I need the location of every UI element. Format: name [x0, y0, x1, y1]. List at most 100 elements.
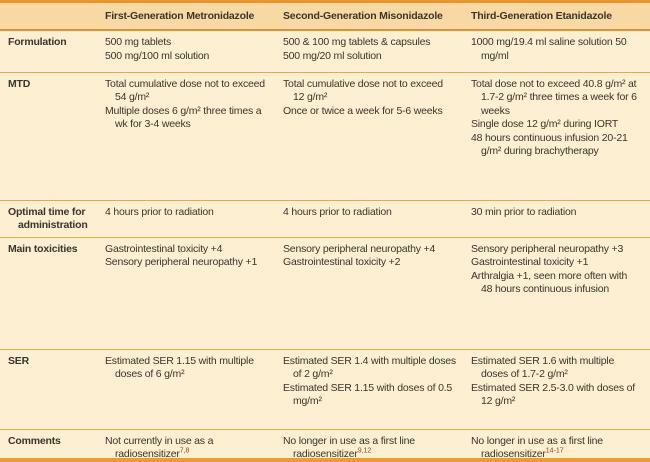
row-label-text: Formulation	[8, 36, 67, 48]
row-label-cell: SER	[0, 349, 102, 430]
cell-text-item: Once or twice a week for 5-6 weeks	[283, 105, 456, 119]
header-third-generation-etanidazole: Third-Generation Etanidazole	[468, 3, 650, 31]
data-cell: 30 min prior to radiation	[468, 200, 650, 238]
cell-text-item: 4 hours prior to radiation	[105, 206, 268, 220]
cell-text: 1000 mg/19.4 ml saline solution 50 mg/ml	[471, 36, 627, 62]
cell-text-item: 30 min prior to radiation	[471, 206, 638, 220]
cell-text: 500 mg/100 ml solution	[105, 49, 210, 62]
row-label-cell: MTD	[0, 72, 102, 201]
data-cell: 500 & 100 mg tablets & capsules 500 mg/20…	[280, 30, 468, 73]
cell-text: Total cumulative dose not to exceed 12 g…	[283, 77, 443, 104]
cell-text-item: Multiple doses 6 g/m² three times a wk f…	[105, 105, 268, 132]
cell-text: Total cumulative dose not to exceed 54 g…	[105, 77, 265, 104]
cell-text-item: Estimated SER 1.4 with multiple doses of…	[283, 355, 456, 382]
cell-text: Sensory peripheral neuropathy +3	[471, 242, 624, 255]
data-cell: 500 mg tablets 500 mg/100 ml solution	[102, 30, 280, 73]
cell-text: 30 min prior to radiation	[471, 205, 577, 218]
cell-text-item: 1000 mg/19.4 ml saline solution 50 mg/ml	[471, 36, 638, 63]
row-label-text: Comments	[8, 434, 61, 447]
table-row: Main toxicities Gastrointestinal toxicity…	[0, 237, 650, 350]
cell-text: Gastrointestinal toxicity +1	[471, 256, 589, 268]
cell-text-item: 500 mg/100 ml solution	[105, 50, 268, 64]
cell-text-item: Single dose 12 g/m² during IORT	[471, 118, 638, 132]
cell-text-item: Estimated SER 1.6 with multiple doses of…	[471, 355, 638, 382]
citation-superscript: 14-17	[545, 447, 564, 455]
table-row: Optimal time for administration 4 hours p…	[0, 200, 650, 238]
header-empty-cell	[0, 3, 102, 31]
cell-text-item: Sensory peripheral neuropathy +1	[105, 256, 268, 270]
data-cell: 1000 mg/19.4 ml saline solution 50 mg/ml	[468, 30, 650, 73]
data-cell: Estimated SER 1.15 with multiple doses o…	[102, 349, 280, 430]
cell-text: 500 mg tablets	[105, 36, 172, 48]
data-cell: Sensory peripheral neuropathy +3 Gastroin…	[468, 237, 650, 350]
table-row: Comments Not currently in use as a radios…	[0, 429, 650, 460]
row-label-text: Optimal time for administration	[8, 205, 88, 232]
data-cell: Total cumulative dose not to exceed 12 g…	[280, 72, 468, 201]
data-cell: 4 hours prior to radiation	[280, 200, 468, 238]
cell-text: Estimated SER 1.6 with multiple doses of…	[471, 354, 615, 381]
row-label-text: MTD	[8, 77, 31, 90]
cell-text: No longer in use as a first line radiose…	[471, 434, 603, 460]
cell-text-item: Estimated SER 2.5-3.0 with doses of 12 g…	[471, 382, 638, 409]
table-row: SER Estimated SER 1.15 with multiple dose…	[0, 349, 650, 430]
cell-text-item: 500 mg/20 ml solution	[283, 50, 456, 64]
cell-text-item: 48 hours continuous infusion 20-21 g/m² …	[471, 132, 638, 159]
cell-text: 4 hours prior to radiation	[283, 205, 392, 218]
cell-text: Multiple doses 6 g/m² three times a wk f…	[105, 104, 262, 131]
cell-text-item: Total cumulative dose not to exceed 12 g…	[283, 78, 456, 105]
data-cell: Sensory peripheral neuropathy +4 Gastroin…	[280, 237, 468, 350]
cell-text-item: Arthralgia +1, seen more often with 48 h…	[471, 270, 638, 297]
cell-text: 48 hours continuous infusion 20-21 g/m² …	[471, 131, 628, 158]
citation-superscript: 9,12	[357, 447, 372, 455]
cell-text-item: Total dose not to exceed 40.8 g/m² at 1.…	[471, 78, 638, 119]
row-label-cell: Formulation	[0, 30, 102, 73]
data-cell: Estimated SER 1.4 with multiple doses of…	[280, 349, 468, 430]
cell-text-item: Sensory peripheral neuropathy +3	[471, 243, 638, 257]
data-cell: Estimated SER 1.6 with multiple doses of…	[468, 349, 650, 430]
cell-text: 500 & 100 mg tablets & capsules	[283, 36, 431, 48]
data-cell: 4 hours prior to radiation	[102, 200, 280, 238]
cell-text-item: No longer in use as a first line radiose…	[283, 434, 456, 460]
row-label-text: Main toxicities	[8, 242, 78, 255]
data-cell: Gastrointestinal toxicity +4 Sensory peri…	[102, 237, 280, 350]
table-row: MTD Total cumulative dose not to exceed 5…	[0, 72, 650, 201]
cell-text: No longer in use as a first line radiose…	[283, 434, 415, 460]
cell-text: Sensory peripheral neuropathy +4	[283, 242, 436, 255]
cell-text: Not currently in use as a radiosensitize…	[105, 434, 214, 460]
cell-text-item: 4 hours prior to radiation	[283, 206, 456, 220]
header-second-generation-misonidazole: Second-Generation Misonidazole	[280, 3, 468, 31]
cell-text: Estimated SER 1.15 with multiple doses o…	[105, 354, 254, 381]
row-label-cell: Comments	[0, 429, 102, 458]
citation-superscript: 7,8	[179, 447, 190, 455]
cell-text: Total dose not to exceed 40.8 g/m² at 1.…	[471, 77, 637, 117]
cell-text: Sensory peripheral neuropathy +1	[105, 256, 258, 268]
cell-text: 500 mg/20 ml solution	[283, 49, 382, 62]
cell-text: Estimated SER 1.4 with multiple doses of…	[283, 354, 456, 381]
header-first-generation-metronidazole: First-Generation Metronidazole	[102, 3, 280, 31]
data-cell: No longer in use as a first line radiose…	[280, 429, 468, 460]
cell-text: Estimated SER 2.5-3.0 with doses of 12 g…	[471, 381, 635, 408]
cell-text: Estimated SER 1.15 with doses of 0.5 mg/…	[283, 381, 453, 408]
cell-text-item: 500 & 100 mg tablets & capsules	[283, 36, 456, 50]
cell-text-item: No longer in use as a first line radiose…	[471, 434, 638, 460]
cell-text: Once or twice a week for 5-6 weeks	[283, 104, 443, 117]
row-label-cell: Optimal time for administration	[0, 200, 102, 238]
radiosensitizer-comparison-table: First-Generation Metronidazole Second-Ge…	[0, 3, 650, 460]
cell-text-item: Sensory peripheral neuropathy +4	[283, 243, 456, 257]
row-label-cell: Main toxicities	[0, 237, 102, 350]
cell-text: Gastrointestinal toxicity +2	[283, 256, 401, 268]
cell-text: Arthralgia +1, seen more often with 48 h…	[471, 269, 628, 296]
cell-text-item: Gastrointestinal toxicity +4	[105, 243, 268, 257]
cell-text-item: Estimated SER 1.15 with doses of 0.5 mg/…	[283, 382, 456, 409]
data-cell: Total dose not to exceed 40.8 g/m² at 1.…	[468, 72, 650, 201]
cell-text: 4 hours prior to radiation	[105, 205, 214, 218]
cell-text: Gastrointestinal toxicity +4	[105, 242, 223, 255]
cell-text-item: Not currently in use as a radiosensitize…	[105, 434, 268, 460]
row-label-text: SER	[8, 354, 29, 367]
cell-text-item: Gastrointestinal toxicity +1	[471, 256, 638, 270]
cell-text: Single dose 12 g/m² during IORT	[471, 118, 619, 130]
table-body: Formulation 500 mg tablets 500 mg/100 ml s…	[0, 30, 650, 460]
data-cell: Total cumulative dose not to exceed 54 g…	[102, 72, 280, 201]
table-row: Formulation 500 mg tablets 500 mg/100 ml s…	[0, 30, 650, 73]
